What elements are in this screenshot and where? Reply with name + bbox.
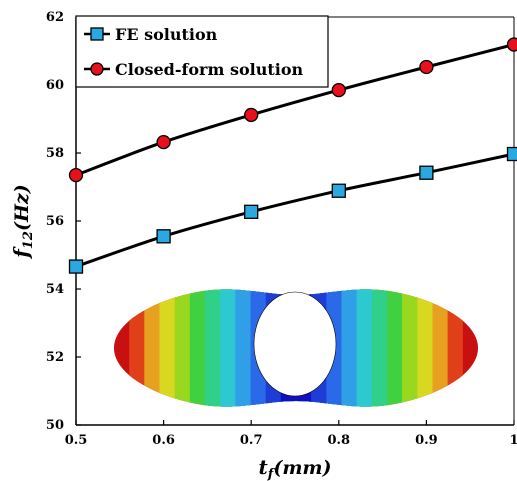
y-tick-label: 62 — [46, 10, 64, 25]
x-tick-label: 0.7 — [240, 433, 263, 448]
series-markers — [68, 37, 517, 274]
mode-shape-hole — [253, 291, 337, 397]
y-axis-title-sub: 12 — [21, 231, 36, 249]
y-axis-title-main: f — [9, 246, 33, 260]
series-line-fe — [76, 152, 514, 268]
fe-data-point — [331, 183, 346, 198]
series-line-closed-form — [76, 43, 514, 177]
y-tick-label: 56 — [46, 214, 64, 229]
legend-entry-fe: FE solution — [84, 25, 218, 44]
y-tick-label: 60 — [46, 78, 64, 93]
y-axis-title: f12(Hz) — [9, 184, 36, 259]
closed-form-data-point — [331, 82, 346, 98]
closed-form-data-point — [68, 167, 84, 183]
closed-form-data-point — [244, 107, 259, 123]
x-axis-title-sub: f — [267, 467, 276, 481]
legend-entry-closed-form: Closed-form solution — [84, 60, 304, 79]
legend-fe-label: FE solution — [115, 25, 218, 44]
y-tick-label: 50 — [46, 418, 64, 433]
x-tick-label: 0.8 — [327, 433, 350, 448]
closed-form-data-point — [156, 134, 171, 150]
fe-data-point — [156, 229, 171, 244]
fe-data-point — [244, 204, 259, 219]
legend-closed-form-label: Closed-form solution — [115, 60, 304, 79]
legend-fe-square-marker — [90, 27, 104, 41]
x-tick-label: 0.6 — [152, 433, 175, 448]
closed-form-data-point — [506, 37, 517, 52]
closed-form-data-point — [419, 59, 434, 75]
x-axis-title-rest: (mm) — [273, 457, 331, 479]
legend-box — [75, 15, 329, 88]
x-tick-label: 0.5 — [65, 433, 88, 448]
x-axis-title-main: t — [258, 455, 268, 479]
y-tick-label: 54 — [46, 282, 64, 297]
fe-data-point — [419, 165, 434, 180]
ticks: 0.5 0.6 0.7 0.8 0.9 1 50 52 54 56 58 60 62 — [46, 10, 517, 448]
series — [76, 43, 514, 268]
x-tick-label: 0.9 — [415, 433, 438, 448]
legend-closed-form-circle-marker — [90, 62, 104, 76]
y-tick-label: 52 — [46, 350, 64, 365]
legend: FE solution Closed-form solution — [75, 15, 329, 88]
y-axis-title-rest: (Hz) — [11, 184, 33, 231]
x-tick-label: 1 — [509, 433, 517, 448]
fe-data-point — [68, 259, 84, 274]
y-tick-label: 58 — [46, 146, 64, 161]
x-axis-title: tf(mm) — [258, 455, 331, 481]
fe-data-point — [506, 146, 517, 162]
